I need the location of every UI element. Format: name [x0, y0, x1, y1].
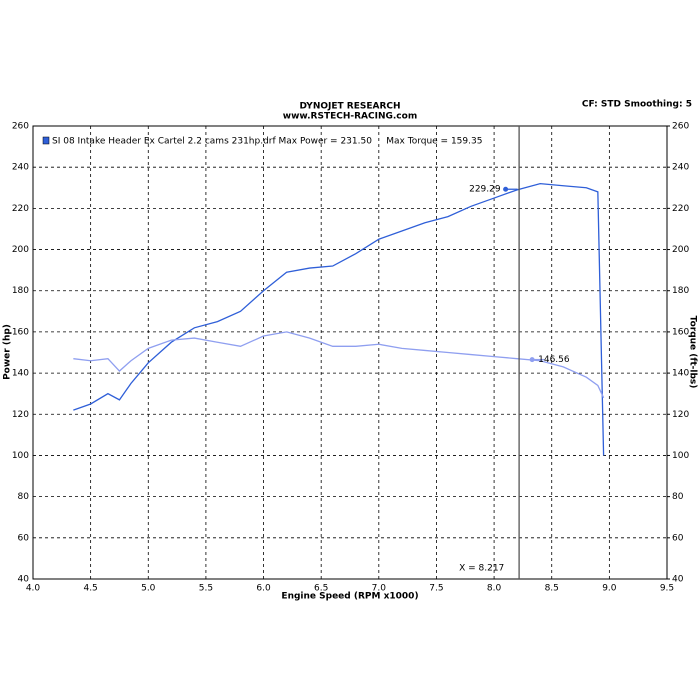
legend-text: SI 08 Intake Header Ex Cartel 2.2 cams 2…: [52, 137, 482, 147]
y2-axis-label: Torque (ft-lbs): [688, 316, 698, 389]
x-tick-label: 8.0: [487, 584, 502, 594]
cursor-label: X = 8.217: [459, 564, 504, 574]
y-tick-label: 240: [12, 163, 29, 173]
x-tick-label: 8.5: [545, 584, 559, 594]
x-tick-label: 4.5: [83, 584, 97, 594]
x-tick-label: 9.0: [602, 584, 617, 594]
x-tick-label: 6.0: [256, 584, 271, 594]
x-tick-label: 4.0: [26, 584, 41, 594]
corner-note: CF: STD Smoothing: 5: [582, 100, 692, 110]
plot-frame: [32, 125, 668, 580]
y-tick-label: 100: [12, 451, 29, 461]
marker-label: 146.56: [538, 355, 570, 365]
y2-tick-label: 140: [672, 369, 689, 379]
y-tick-label: 40: [18, 575, 30, 585]
x-tick-label: 5.5: [199, 584, 213, 594]
y2-tick-label: 160: [672, 327, 689, 337]
y-tick-label: 220: [12, 204, 29, 214]
y2-tick-label: 240: [672, 163, 689, 173]
y-tick-label: 60: [18, 533, 30, 543]
y-tick-label: 260: [12, 122, 29, 132]
y-tick-label: 160: [12, 327, 29, 337]
series-line: [73, 182, 605, 456]
y-tick-label: 120: [12, 410, 29, 420]
y-tick-label: 180: [12, 286, 29, 296]
chart-title: DYNOJET RESEARCH: [299, 102, 400, 112]
x-tick-label: 5.0: [141, 584, 156, 594]
y-tick-label: 80: [18, 492, 30, 502]
x-tick-label: 7.5: [429, 584, 443, 594]
y2-tick-label: 200: [672, 245, 689, 255]
x-tick-label: 6.5: [314, 584, 328, 594]
marker-label: 229.29: [469, 185, 501, 195]
y-tick-label: 200: [12, 245, 29, 255]
y2-tick-label: 120: [672, 410, 689, 420]
legend-swatch: [42, 136, 50, 145]
y2-tick-label: 220: [672, 204, 689, 214]
y2-tick-label: 180: [672, 286, 689, 296]
y2-tick-label: 60: [672, 533, 684, 543]
y2-tick-label: 100: [672, 451, 689, 461]
x-axis-label: Engine Speed (RPM x1000): [281, 592, 418, 602]
x-tick-label: 7.0: [372, 584, 387, 594]
x-tick-label: 9.5: [660, 584, 674, 594]
y-tick-label: 140: [12, 369, 29, 379]
y2-tick-label: 260: [672, 122, 689, 132]
y2-tick-label: 80: [672, 492, 684, 502]
y-axis-label: Power (hp): [3, 324, 13, 380]
chart-subtitle: www.RSTECH-RACING.com: [283, 112, 417, 122]
y2-tick-label: 40: [672, 575, 684, 585]
